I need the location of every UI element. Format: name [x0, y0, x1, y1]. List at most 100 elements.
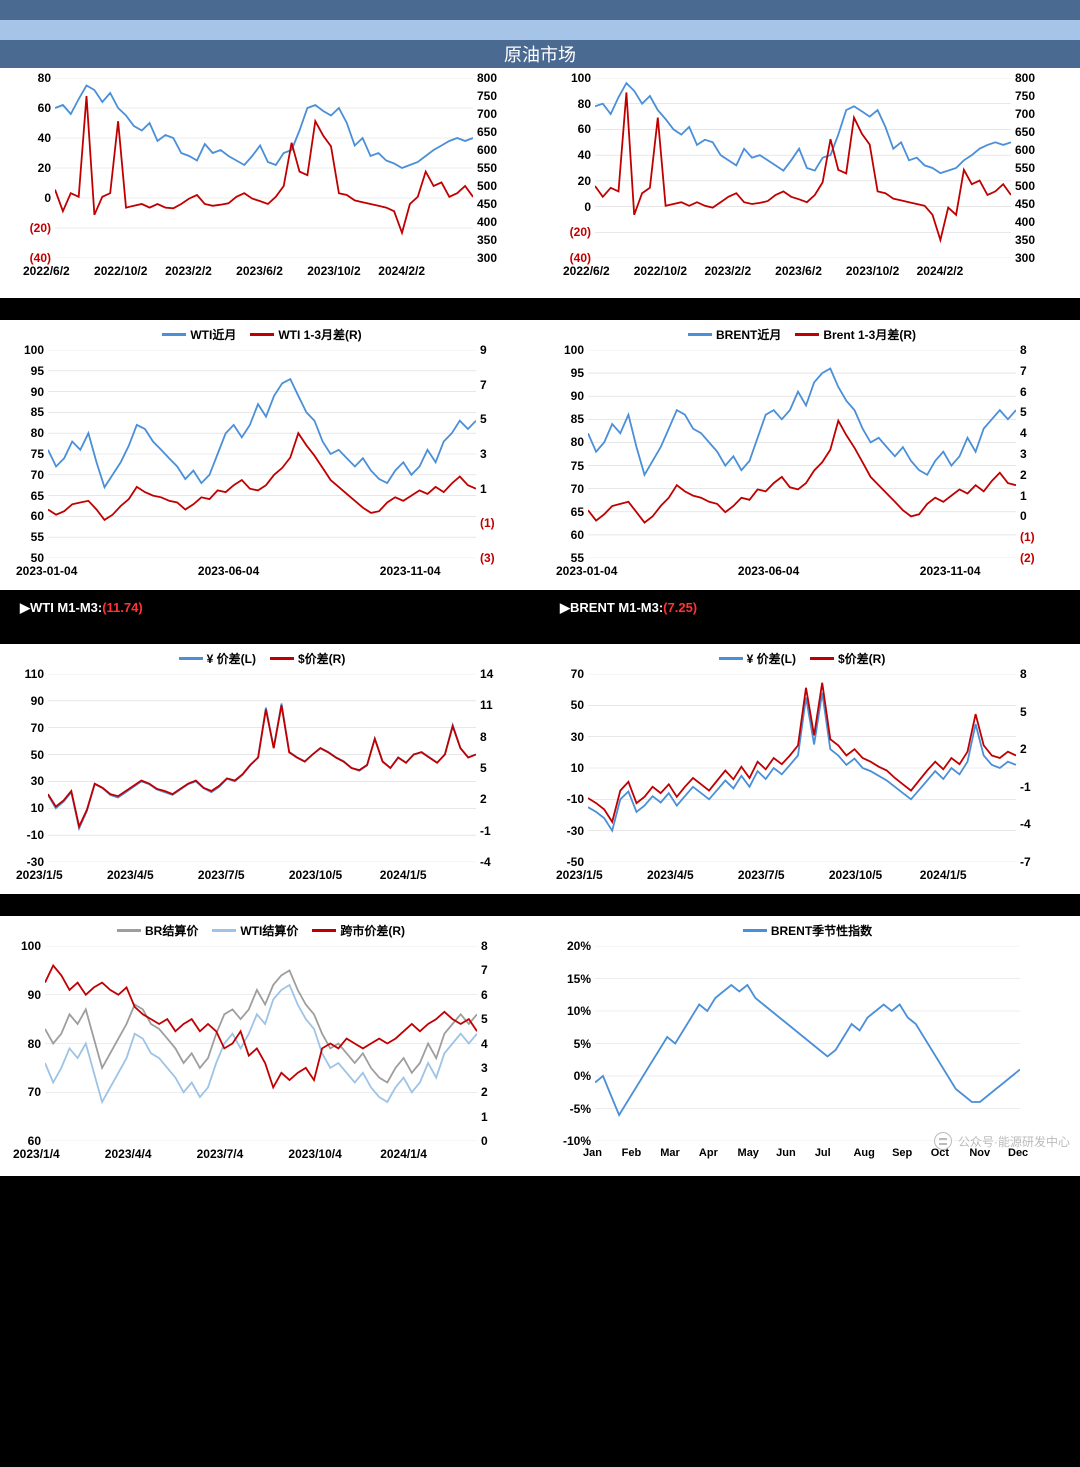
yL-tick: 0: [44, 191, 51, 205]
legend-swatch: [719, 657, 743, 660]
plot-area: [48, 674, 476, 862]
yL-tick: 50: [31, 551, 44, 565]
yL-tick: 85: [571, 412, 584, 426]
legend-swatch: [795, 333, 819, 336]
x-tick: 2024/1/5: [380, 868, 427, 882]
legend-label: 跨市价差(R): [340, 922, 405, 939]
gap: [0, 298, 1080, 320]
yR-tick: 2: [480, 792, 487, 806]
chart-c4: 556065707580859095100(2)(1)0123456782023…: [540, 320, 1080, 590]
yR-tick: 450: [1015, 197, 1035, 211]
chart-c5: -30-101030507090110-4-125811142023/1/520…: [0, 644, 540, 894]
yR-tick: 8: [1020, 343, 1027, 357]
yL-tick: 60: [38, 101, 51, 115]
yR-tick: (1): [1020, 530, 1035, 544]
yR-tick: 7: [1020, 364, 1027, 378]
x-tick: 2023/1/5: [16, 868, 63, 882]
yR-tick: 750: [1015, 89, 1035, 103]
yR-tick: 350: [1015, 233, 1035, 247]
yR-tick: 5: [1020, 405, 1027, 419]
yL-tick: 10: [571, 761, 584, 775]
yR-tick: 3: [480, 447, 487, 461]
x-tick: Sep: [892, 1147, 912, 1159]
legend-label: WTI近月: [190, 326, 236, 343]
yL-tick: 50: [571, 698, 584, 712]
x-tick: 2024/2/2: [378, 264, 425, 278]
yL-tick: 60: [571, 528, 584, 542]
plot-area: [48, 350, 476, 558]
legend: BR结算价WTI结算价跨市价差(R): [45, 922, 477, 939]
yL-tick: 95: [571, 366, 584, 380]
x-tick: 2023/1/4: [13, 1147, 60, 1161]
yR-tick: 400: [477, 215, 497, 229]
legend-item: ¥ 价差(L): [179, 650, 256, 667]
yL-tick: 110: [25, 667, 44, 681]
legend-swatch: [743, 929, 767, 932]
x-tick: 2023-11-04: [380, 564, 441, 578]
yL-tick: 75: [31, 447, 44, 461]
yL-tick: 90: [28, 988, 41, 1002]
banner-dark: [0, 0, 1080, 20]
yR-tick: 550: [1015, 161, 1035, 175]
x-tick: 2022/6/2: [23, 264, 70, 278]
plot-area: [588, 674, 1016, 862]
legend-item: WTI 1-3月差(R): [250, 326, 361, 343]
yR-tick: 5: [481, 1012, 488, 1026]
yL-tick: -10: [27, 828, 44, 842]
legend-item: BRENT季节性指数: [743, 922, 872, 939]
yL-tick: 100: [24, 343, 44, 357]
legend-swatch: [688, 333, 712, 336]
series-red: [588, 421, 1016, 523]
yR-tick: 700: [477, 107, 497, 121]
yL-tick: 20: [38, 161, 51, 175]
x-tick: Nov: [969, 1147, 990, 1159]
x-tick: 2023-11-04: [920, 564, 981, 578]
legend-label: Brent 1-3月差(R): [823, 326, 916, 343]
yL-tick: 80: [578, 97, 591, 111]
yL-tick: -10: [567, 792, 584, 806]
yR-tick: 6: [1020, 385, 1027, 399]
text-left-val: (11.74): [102, 600, 142, 615]
yR-tick: 750: [477, 89, 497, 103]
x-tick: 2023/10/5: [829, 868, 882, 882]
plot-area: [595, 946, 1020, 1141]
chart-c7: 607080901000123456782023/1/42023/4/42023…: [0, 916, 540, 1176]
yR-tick: 2: [1020, 742, 1027, 756]
x-tick: 2023/6/2: [236, 264, 283, 278]
yR-tick: 0: [1020, 509, 1027, 523]
x-tick: 2023/7/5: [738, 868, 785, 882]
series-gray: [45, 970, 477, 1082]
yL-tick: 90: [31, 694, 44, 708]
x-tick: 2023/4/5: [107, 868, 154, 882]
x-tick: Dec: [1008, 1147, 1028, 1159]
yR-tick: 1: [480, 482, 487, 496]
yR-tick: (2): [1020, 551, 1035, 565]
yR-tick: 11: [480, 698, 493, 712]
chart-c2: (40)(20)02040608010030035040045050055060…: [540, 68, 1080, 298]
yR-tick: 500: [1015, 179, 1035, 193]
legend-swatch: [250, 333, 274, 336]
yL-tick: -10%: [563, 1134, 591, 1148]
yL-tick: 80: [31, 426, 44, 440]
yR-tick: 650: [477, 125, 497, 139]
legend-label: BR结算价: [145, 922, 198, 939]
yR-tick: 8: [481, 939, 488, 953]
yL-tick: 80: [571, 435, 584, 449]
legend-swatch: [270, 657, 294, 660]
yR-tick: 9: [480, 343, 487, 357]
yL-tick: 20%: [567, 939, 591, 953]
plot-area: [45, 946, 477, 1141]
yL-tick: 55: [31, 530, 44, 544]
legend-label: $价差(R): [298, 650, 345, 667]
yR-tick: 5: [480, 761, 487, 775]
series-red: [595, 92, 1011, 240]
legend-label: $价差(R): [838, 650, 885, 667]
yL-tick: 60: [578, 122, 591, 136]
series-blue: [588, 369, 1016, 475]
x-tick: 2022/10/2: [634, 264, 687, 278]
yL-tick: (20): [570, 225, 591, 239]
x-tick: 2023-06-04: [198, 564, 259, 578]
yR-tick: 800: [477, 71, 497, 85]
x-tick: Jun: [776, 1147, 796, 1159]
legend-label: ¥ 价差(L): [747, 650, 796, 667]
